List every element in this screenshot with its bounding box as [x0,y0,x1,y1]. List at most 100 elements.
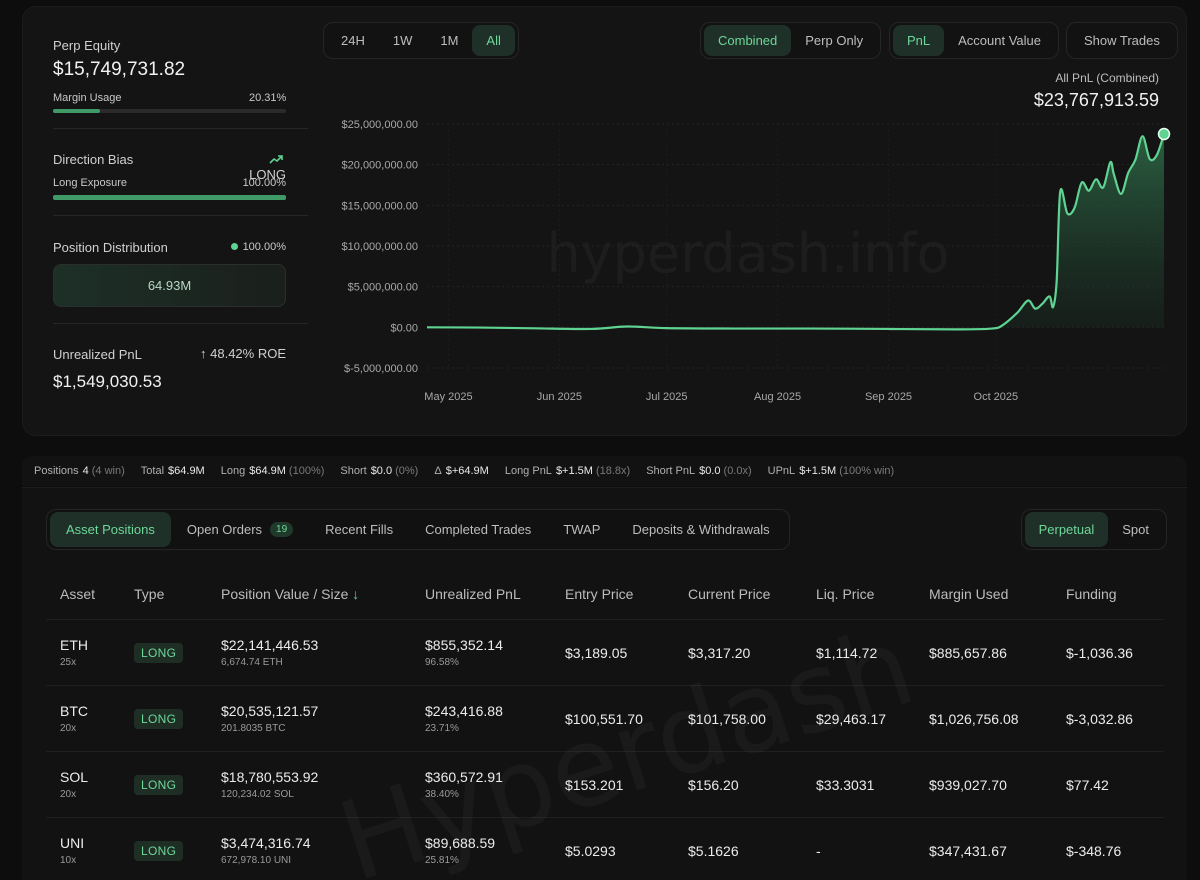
table-row[interactable]: SOL 20x LONG $18,780,553.92 120,234.02 SOL $3… [46,751,1164,817]
divider [53,215,308,216]
metric-button-pnl[interactable]: PnL [893,25,945,56]
range-button-1m[interactable]: 1M [440,33,459,48]
x-tick-label: Aug 2025 [754,391,801,403]
stat-label: Positions [34,465,79,477]
stat-detail: (100%) [288,465,325,477]
stat-detail: (0%) [395,465,419,477]
position-type-badge: LONG [134,709,184,729]
stat-label: Δ [434,465,442,477]
unrealized-roe-text: 48.42% ROE [210,346,286,361]
stat-label: Total [140,465,165,477]
arrow-up-icon: ↑ [200,346,211,361]
tab-open-orders[interactable]: Open Orders 19 [171,512,309,547]
column-header-funding[interactable]: Funding [1066,586,1117,602]
stat--: Δ $+64.9M [434,465,488,477]
trending-up-icon [269,155,283,164]
stat-long-pnl: Long PnL $+1.5M (18.8x) [505,465,630,477]
x-tick-label: Sep 2025 [865,391,912,403]
unrealized-pnl-pct: 25.81% [425,855,459,866]
mode-button-combined[interactable]: Combined [704,25,792,56]
tab-deposits-withdrawals[interactable]: Deposits & Withdrawals [632,522,770,537]
tab-asset-positions[interactable]: Asset Positions [50,512,171,547]
position-distribution-bar[interactable]: 64.93M [53,264,286,307]
pnl-area [427,134,1164,330]
tab-twap[interactable]: TWAP [563,522,601,537]
margin-used: $1,026,756.08 [929,711,1019,727]
column-header-liq-price[interactable]: Liq. Price [816,586,874,602]
entry-price: $100,551.70 [565,711,643,727]
mode-button-perp-only[interactable]: Perp Only [805,33,864,48]
tab-completed-trades[interactable]: Completed Trades [425,522,532,537]
position-distribution-label: Position Distribution [53,240,168,255]
range-button-all[interactable]: All [472,25,515,56]
asset-name: BTC [60,703,88,719]
show-trades-button[interactable]: Show Trades [1084,33,1160,48]
table-row[interactable]: BTC 20x LONG $20,535,121.57 201.8035 BTC $243… [46,685,1164,751]
tab-spot[interactable]: Spot [1122,522,1149,537]
unrealized-pnl-pct: 96.58% [425,657,459,668]
overview-panel: Perp Equity $15,749,731.82 Margin Usage … [22,6,1187,436]
positions-panel: Asset Positions Open Orders 19 Recent Fills… [22,487,1187,880]
current-price: $5.1626 [688,843,739,859]
pnl-endpoint [1157,127,1171,141]
unrealized-pnl: $855,352.14 [425,637,503,653]
stat-detail: (100% win) [839,465,895,477]
column-header-asset[interactable]: Asset [60,586,95,602]
unrealized-pnl: $89,688.59 [425,835,496,851]
x-tick-label: May 2025 [424,391,472,403]
unrealized-pnl-pct: 23.71% [425,723,459,734]
funding: $-1,036.36 [1066,645,1133,661]
column-header-label: Liq. Price [816,586,875,602]
margin-used: $347,431.67 [929,843,1007,859]
column-header-label: Margin Used [929,586,1009,602]
column-header-type[interactable]: Type [134,586,164,602]
column-header-unrealized-pnl[interactable]: Unrealized PnL [425,586,521,602]
stat-value: $64.9M [249,465,286,477]
sort-desc-icon[interactable]: ↓ [348,586,360,602]
column-header-margin-used[interactable]: Margin Used [929,586,1008,602]
positions-stats-bar: Positions 4 (4 win) Total $64.9M Long $64.9M (1… [22,456,1187,486]
position-value: $18,780,553.92 [221,769,319,785]
stat-label: UPnL [767,465,796,477]
margin-usage-label: Margin Usage [53,92,122,104]
funding: $77.42 [1066,777,1109,793]
stat-upnl: UPnL $+1.5M (100% win) [768,465,895,477]
range-button-1w[interactable]: 1W [392,33,413,48]
column-header-label: Current Price [688,586,771,602]
pnl-chart[interactable]: hyperdash.info $25,000,000.00 $20,000,000.… [0,0,1200,440]
position-type-badge: LONG [134,775,184,795]
table-row[interactable]: ETH 25x LONG $22,141,446.53 6,674.74 ETH $855… [46,619,1164,685]
funding: $-348.76 [1066,843,1122,859]
divider [53,128,308,129]
position-size: 672,978.10 UNI [221,855,292,866]
tab-label: Open Orders [186,522,263,537]
positions-tabs: Asset Positions Open Orders 19 Recent Fills… [46,509,790,550]
metric-button-account-value[interactable]: Account Value [958,33,1042,48]
column-header-position-value-size[interactable]: Position Value / Size ↓ [221,586,359,602]
position-type-badge: LONG [134,643,184,663]
stat-detail: (0.0x) [723,465,752,477]
current-price: $3,317.20 [688,645,751,661]
range-button-24h[interactable]: 24H [341,33,365,48]
y-tick-label: $5,000,000.00 [348,282,418,294]
tab-recent-fills[interactable]: Recent Fills [325,522,394,537]
table-row[interactable]: UNI 10x LONG $3,474,316.74 672,978.10 UNI $89… [46,817,1164,880]
asset-name: ETH [60,637,88,653]
column-header-entry-price[interactable]: Entry Price [565,586,633,602]
column-header-label: Unrealized PnL [425,586,521,602]
stat-detail: (4 win) [91,465,125,477]
liquidation-price: $33.3031 [816,777,875,793]
stat-long: Long $64.9M (100%) [221,465,325,477]
stat-value: $+1.5M [799,465,837,477]
perp-equity-label: Perp Equity [53,38,121,53]
entry-price: $5.0293 [565,843,616,859]
tab-perpetual[interactable]: Perpetual [1024,512,1109,547]
current-price: $101,758.00 [688,711,766,727]
column-header-label: Entry Price [565,586,634,602]
column-header-current-price[interactable]: Current Price [688,586,770,602]
stat-label: Short PnL [646,465,696,477]
position-size: 120,234.02 SOL [221,789,294,800]
position-value: $3,474,316.74 [221,835,311,851]
position-size: 201.8035 BTC [221,723,286,734]
stat-value: $+64.9M [445,465,489,477]
